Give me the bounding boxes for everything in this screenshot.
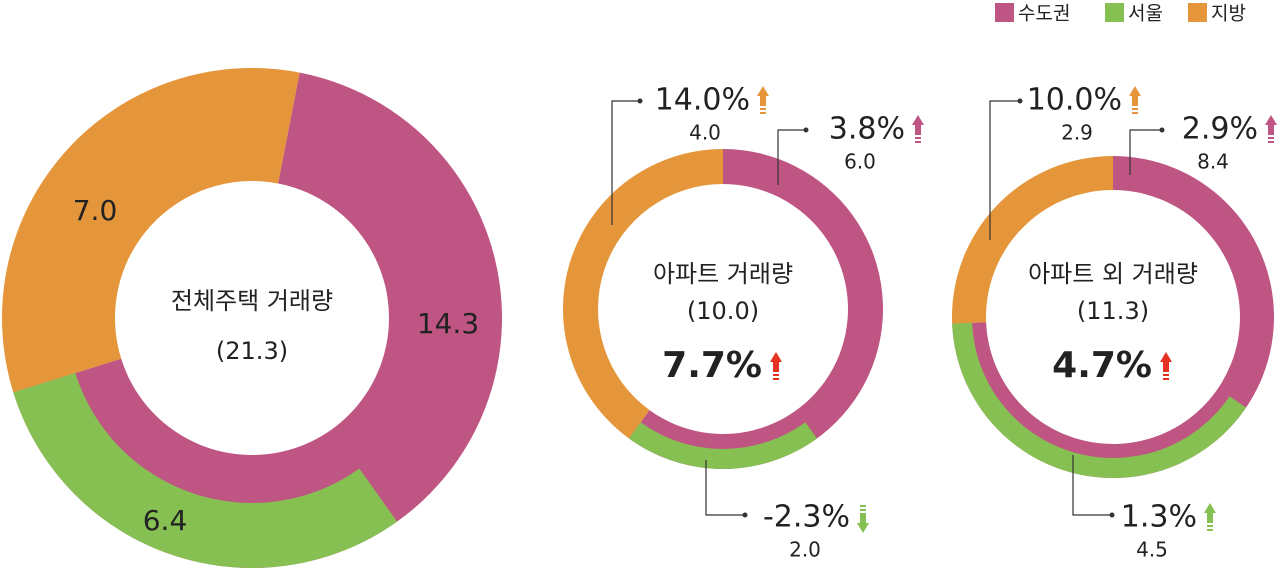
donut-segment [13,373,398,568]
segment-value: 2.0 [789,538,821,562]
legend-label: 수도권 [1018,3,1070,25]
center-title: 아파트 외 거래량 [1028,260,1198,288]
legend-label: 서울 [1128,3,1163,25]
leader-dot [637,98,643,104]
change-arrow [857,505,869,533]
center-total: (11.3) [1077,297,1149,325]
donut-segment [1,68,300,393]
center-title: 전체주택 거래량 [171,287,333,315]
legend-swatch [1188,3,1207,22]
legend-swatch [1105,3,1124,22]
segment-change: 1.3% [1121,500,1197,535]
leader-line [989,100,1020,240]
leader-line [611,100,640,225]
segment-change: 3.8% [829,112,905,147]
donut-segment [952,156,1113,324]
change-arrow [770,352,782,380]
total-change: 7.7% [662,345,762,386]
change-arrow [1204,503,1216,531]
change-arrow [1129,86,1141,114]
leader-dot [1017,98,1023,104]
segment-value: 6.0 [844,150,876,174]
donut-segment [13,72,502,569]
donut-segment [628,422,818,470]
legend-swatch [995,3,1014,22]
leader-line [1072,455,1112,516]
center-total: (21.3) [216,337,288,365]
segment-value: 4.5 [1136,538,1168,562]
center-total: (10.0) [687,297,759,325]
segment-label: 7.0 [73,194,118,227]
change-arrow [1160,352,1172,380]
segment-label: 6.4 [143,504,188,537]
segment-change: -2.3% [763,500,850,535]
leader-dot [803,127,809,133]
donut-segment [628,149,884,469]
segment-change: 10.0% [1027,83,1122,118]
donut-segment [952,322,1247,478]
donut-segment [563,149,723,439]
change-arrow [912,115,924,143]
segment-label: 14.3 [417,307,479,340]
leader-dot [1109,512,1115,518]
leader-dot [742,512,748,518]
center-title: 아파트 거래량 [653,260,793,288]
segment-value: 4.0 [689,121,721,145]
leader-line [705,460,745,516]
total-change: 4.7% [1052,345,1152,386]
leader-line [1129,129,1162,175]
segment-change: 2.9% [1182,112,1258,147]
leader-line [777,129,806,185]
segment-value: 2.9 [1061,121,1093,145]
segment-change: 14.0% [655,83,750,118]
segment-value: 8.4 [1197,150,1229,174]
leader-dot [1159,127,1165,133]
change-arrow [757,86,769,114]
change-arrow [1265,115,1277,143]
legend-label: 지방 [1211,3,1246,25]
